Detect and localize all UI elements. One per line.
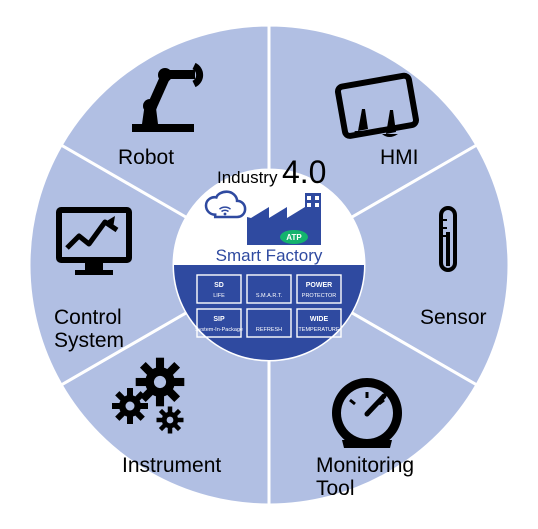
svg-text:LIFE: LIFE: [213, 293, 225, 299]
label-control: ControlSystem: [54, 306, 124, 352]
industry40-wheel: { "type": "radial-segment-infographic", …: [0, 0, 538, 529]
wheel-svg: Industry 4.0 ATP Smart Factory SD LIFE S.M…: [0, 0, 538, 529]
title-version: 4.0: [282, 154, 326, 190]
title-prefix: Industry: [217, 168, 278, 187]
svg-text:POWER: POWER: [306, 282, 332, 289]
svg-text:PROTECTOR: PROTECTOR: [302, 293, 336, 299]
svg-text:SD: SD: [214, 282, 224, 289]
subtitle: Smart Factory: [216, 246, 323, 265]
svg-text:System-In-Package: System-In-Package: [195, 327, 243, 333]
svg-text:REFRESH: REFRESH: [256, 327, 282, 333]
svg-text:S.M.A.R.T.: S.M.A.R.T.: [256, 293, 283, 299]
label-instrument: Instrument: [122, 454, 221, 477]
label-sensor: Sensor: [420, 306, 487, 329]
svg-text:TEMPERATURE: TEMPERATURE: [298, 327, 339, 333]
svg-text:SIP: SIP: [213, 316, 225, 323]
svg-text:WIDE: WIDE: [310, 316, 329, 323]
atp-text: ATP: [286, 233, 302, 242]
label-robot: Robot: [118, 146, 174, 169]
label-hmi: HMI: [380, 146, 419, 169]
